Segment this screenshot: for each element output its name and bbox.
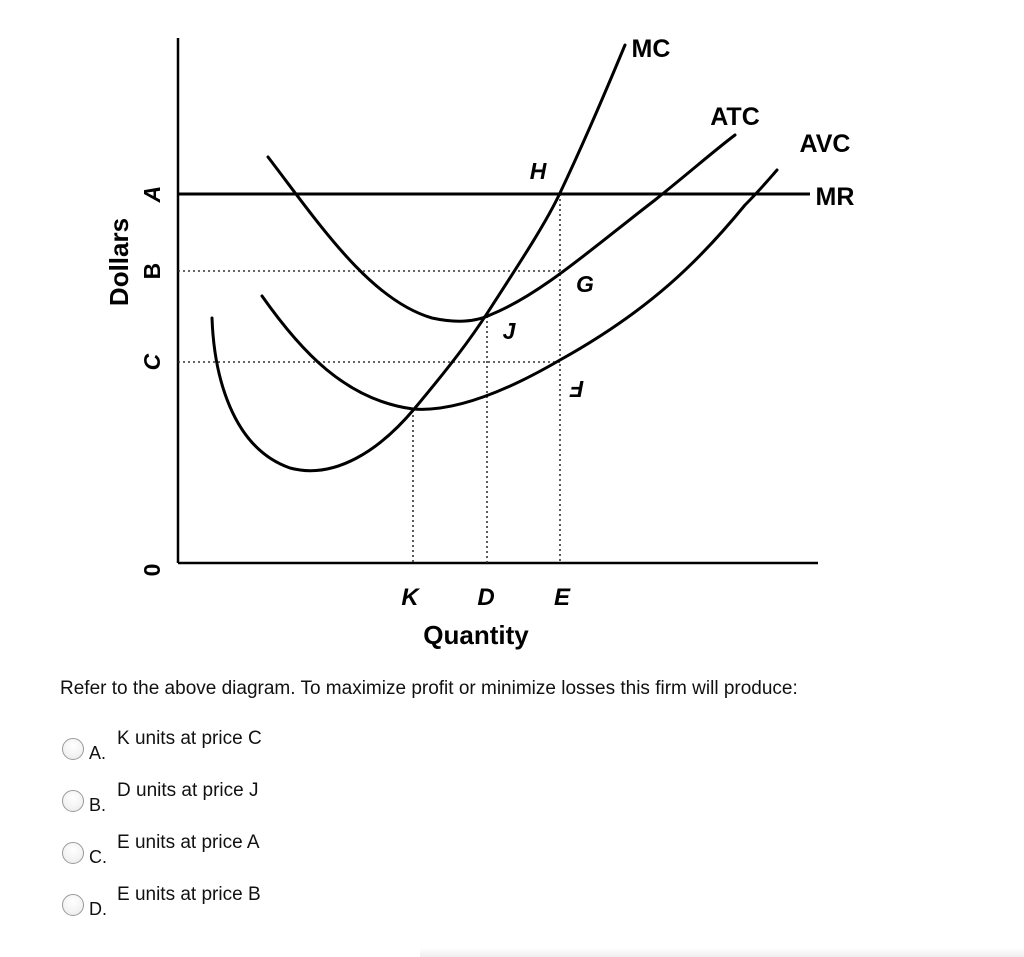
option-b-letter: B.: [89, 795, 107, 815]
option-c-text: E units at price A: [117, 832, 260, 853]
option-c-letter: C.: [89, 847, 107, 867]
mr-label: MR: [816, 183, 855, 211]
option-b-radio[interactable]: [62, 790, 84, 812]
point-label-f: F: [569, 376, 584, 402]
x-axis-label: Quantity: [423, 620, 529, 650]
origin-label: 0: [139, 564, 165, 577]
point-label-j: J: [503, 318, 517, 344]
mc-label: MC: [632, 35, 671, 63]
atc-label: ATC: [710, 103, 760, 131]
price-label-c: C: [139, 353, 165, 370]
option-b-text: D units at price J: [117, 780, 259, 801]
option-d-text: E units at price B: [117, 884, 261, 905]
quantity-label-d: D: [477, 584, 494, 611]
price-label-b: B: [139, 263, 165, 280]
option-d-radio[interactable]: [62, 894, 84, 916]
option-a-text: K units at price C: [117, 728, 262, 749]
option-a-radio[interactable]: [62, 738, 84, 760]
point-label-g: G: [576, 271, 594, 297]
mc-curve: [210, 43, 627, 473]
avc-label: AVC: [800, 130, 851, 158]
option-d-letter: D.: [89, 899, 107, 919]
cost-curves-diagram: Dollars A B C 0 K D E Quantity MC ATC AV…: [104, 35, 855, 650]
price-label-a: A: [139, 186, 165, 204]
option-c-radio[interactable]: [62, 842, 84, 864]
atc-curve: [266, 133, 737, 323]
quantity-label-e: E: [554, 584, 571, 611]
question-text: Refer to the above diagram. To maximize …: [60, 678, 798, 699]
option-a-letter: A.: [89, 743, 107, 763]
page-bottom-edge: [420, 948, 1024, 957]
avc-curve: [260, 168, 779, 411]
point-label-h: H: [530, 158, 547, 184]
quantity-label-k: K: [401, 584, 420, 611]
y-axis-label: Dollars: [104, 218, 134, 306]
